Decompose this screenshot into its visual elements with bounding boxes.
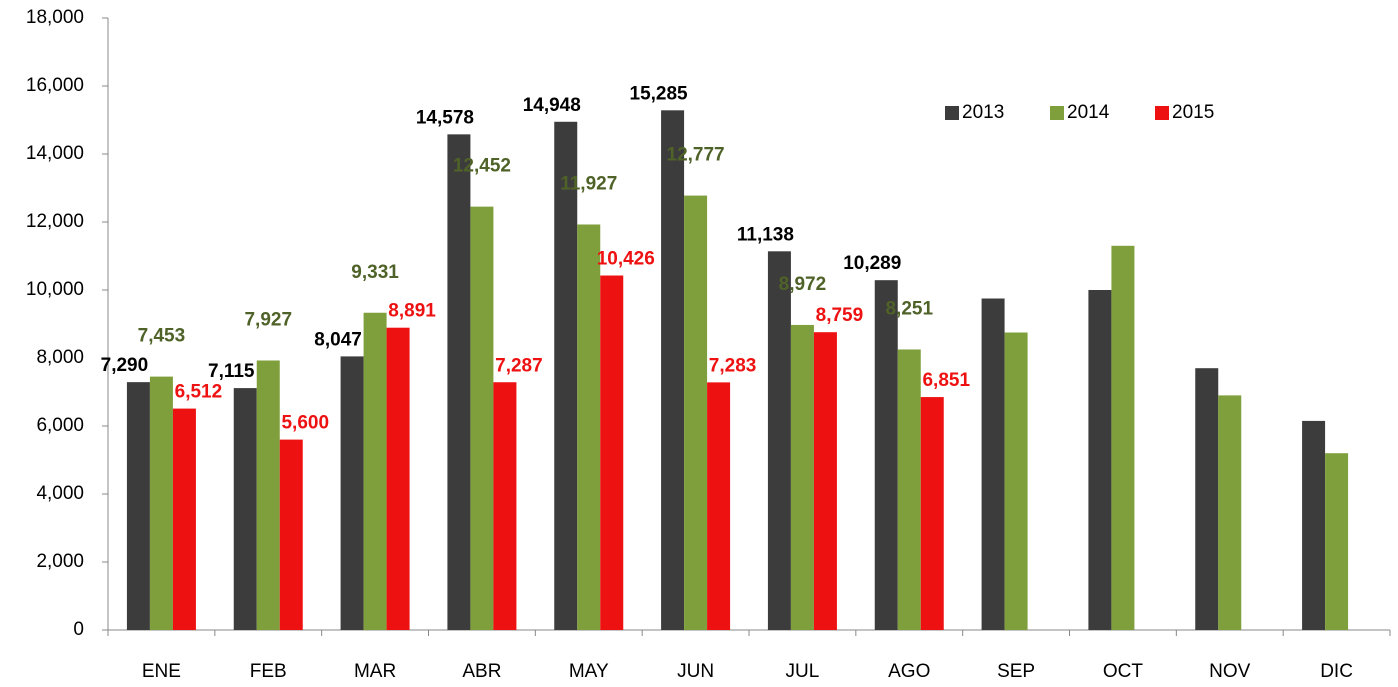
bar xyxy=(126,382,150,630)
y-tick-label: 10,000 xyxy=(26,279,84,300)
value-label: 14,948 xyxy=(523,95,581,116)
legend-label: 2014 xyxy=(1067,102,1110,123)
value-label: 6,512 xyxy=(175,382,223,403)
value-label: 12,452 xyxy=(453,156,511,177)
y-tick-label: 14,000 xyxy=(26,143,84,164)
bar xyxy=(1302,420,1326,630)
value-label: 9,331 xyxy=(351,262,399,283)
bar xyxy=(707,382,731,630)
x-tick-label: AGO xyxy=(888,661,930,682)
value-label: 8,251 xyxy=(885,298,933,319)
bar xyxy=(340,356,364,630)
bar xyxy=(920,397,944,630)
value-label: 8,047 xyxy=(314,329,362,350)
legend-swatch xyxy=(945,106,959,120)
value-label: 8,759 xyxy=(816,305,864,326)
y-tick-label: 6,000 xyxy=(36,415,84,436)
x-tick-label: SEP xyxy=(997,661,1035,682)
value-label: 7,115 xyxy=(208,361,255,382)
value-label: 11,138 xyxy=(737,224,794,245)
bar xyxy=(233,388,257,630)
value-label: 7,453 xyxy=(138,326,186,347)
bar xyxy=(813,332,837,630)
x-tick-label: JUN xyxy=(677,661,714,682)
bar xyxy=(1111,245,1135,631)
y-tick-label: 16,000 xyxy=(26,75,84,96)
x-tick-label: ENE xyxy=(142,661,181,682)
bar xyxy=(363,312,387,630)
value-label: 7,927 xyxy=(244,309,292,330)
y-tick-label: 0 xyxy=(73,619,84,640)
x-tick-label: JUL xyxy=(786,661,820,682)
bar xyxy=(279,439,303,630)
bar xyxy=(684,195,708,630)
x-tick-label: DIC xyxy=(1320,661,1353,682)
bar xyxy=(1088,290,1112,630)
bar xyxy=(470,206,494,630)
value-label: 11,927 xyxy=(560,173,617,194)
x-tick-label: MAR xyxy=(354,661,396,682)
bar xyxy=(493,382,517,630)
value-label: 6,851 xyxy=(922,370,970,391)
bar xyxy=(897,349,921,630)
bar xyxy=(577,224,601,630)
bar xyxy=(790,324,814,630)
bar xyxy=(981,298,1005,630)
x-tick-label: MAY xyxy=(569,661,609,682)
x-tick-label: FEB xyxy=(250,661,287,682)
bar xyxy=(1195,368,1219,630)
value-label: 12,777 xyxy=(667,145,725,166)
value-label: 7,283 xyxy=(709,355,757,376)
bar xyxy=(149,376,173,630)
bar xyxy=(600,275,624,630)
value-label: 15,285 xyxy=(630,83,689,104)
y-tick-label: 18,000 xyxy=(26,7,84,28)
bar xyxy=(386,327,410,630)
x-tick-label: ABR xyxy=(462,661,501,682)
legend-swatch xyxy=(1155,106,1169,120)
bar xyxy=(874,280,898,630)
value-label: 8,972 xyxy=(779,274,827,295)
y-tick-label: 2,000 xyxy=(36,551,84,572)
bar xyxy=(1325,453,1349,630)
legend-label: 2015 xyxy=(1172,102,1214,123)
value-label: 5,600 xyxy=(281,413,329,434)
value-label: 7,290 xyxy=(101,355,149,376)
bar xyxy=(1004,332,1028,630)
bar xyxy=(256,360,280,630)
bar xyxy=(172,408,196,630)
value-label: 7,287 xyxy=(495,355,543,376)
value-label: 14,578 xyxy=(416,107,474,128)
bar xyxy=(447,134,471,630)
bar xyxy=(767,251,791,631)
bar xyxy=(1218,395,1242,630)
value-label: 10,289 xyxy=(843,253,901,274)
y-tick-label: 4,000 xyxy=(36,483,84,504)
value-label: 10,426 xyxy=(597,249,655,270)
x-tick-label: OCT xyxy=(1103,661,1144,682)
bar xyxy=(554,121,578,630)
x-tick-label: NOV xyxy=(1209,661,1251,682)
y-tick-label: 12,000 xyxy=(26,211,84,232)
legend-swatch xyxy=(1050,106,1064,120)
value-label: 8,891 xyxy=(388,301,436,322)
legend-label: 2013 xyxy=(962,102,1004,123)
bar xyxy=(661,110,685,630)
y-tick-label: 8,000 xyxy=(36,347,84,368)
